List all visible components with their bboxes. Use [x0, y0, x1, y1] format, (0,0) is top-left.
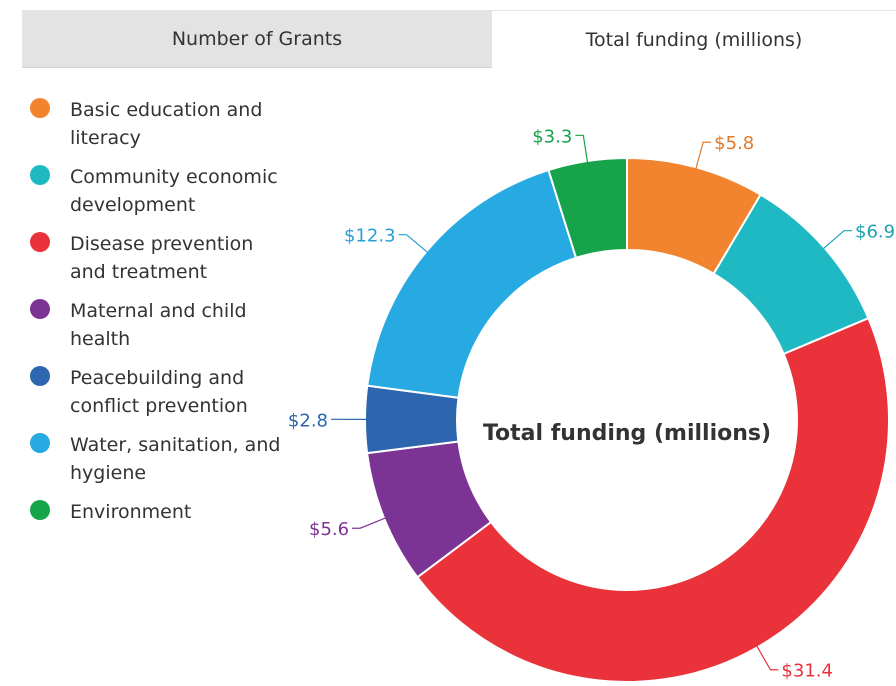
legend-swatch: [30, 299, 50, 319]
legend-item-environment[interactable]: Environment: [30, 498, 320, 526]
legend-item-basic-education[interactable]: Basic education and literacy: [30, 96, 320, 152]
legend-label: Maternal and child health: [70, 300, 247, 350]
slice-environment[interactable]: [547, 156, 628, 260]
legend-item-community-economic[interactable]: Community economic development: [30, 163, 320, 219]
slice-disease-prevention[interactable]: [416, 316, 890, 683]
tab-total-funding[interactable]: Total funding (millions): [492, 10, 896, 68]
legend-swatch: [30, 232, 50, 252]
donut-slices: [364, 156, 890, 683]
legend-label: Environment: [70, 501, 192, 523]
legend-swatch: [30, 366, 50, 386]
legend-label: Community economic development: [70, 166, 278, 216]
legend-label: Disease prevention and treatment: [70, 233, 254, 283]
legend-swatch: [30, 165, 50, 185]
legend-item-peacebuilding[interactable]: Peacebuilding and conflict prevention: [30, 364, 320, 420]
leader-line-community-economic: [822, 230, 853, 250]
chart-tabs: Number of Grants Total funding (millions…: [22, 10, 896, 68]
leader-line-basic-education: [695, 141, 712, 170]
data-label-water-sanitation: $12.3: [344, 226, 396, 247]
data-label-community-economic: $6.9: [855, 222, 895, 243]
data-label-maternal-child: $5.6: [309, 519, 349, 540]
leader-line-maternal-child: [352, 517, 387, 529]
legend-label: Peacebuilding and conflict prevention: [70, 367, 248, 417]
legend-swatch: [30, 500, 50, 520]
data-label-disease-prevention: $31.4: [781, 661, 833, 682]
chart-legend: Basic education and literacy Community e…: [30, 96, 320, 537]
chart-center-title: Total funding (millions): [483, 421, 771, 446]
tab-number-of-grants[interactable]: Number of Grants: [22, 10, 492, 68]
legend-swatch: [30, 433, 50, 453]
slice-water-sanitation[interactable]: [366, 168, 578, 399]
data-label-leaders: [331, 134, 853, 671]
legend-label: Basic education and literacy: [70, 99, 263, 149]
legend-item-water-sanitation[interactable]: Water, sanitation, and hygiene: [30, 431, 320, 487]
data-label-environment: $3.3: [532, 126, 572, 147]
leader-line-disease-prevention: [755, 645, 779, 671]
leader-line-environment: [575, 134, 589, 164]
legend-item-disease-prevention[interactable]: Disease prevention and treatment: [30, 230, 320, 286]
data-label-peacebuilding: $2.8: [288, 410, 328, 431]
data-label-basic-education: $5.8: [714, 133, 754, 154]
legend-swatch: [30, 98, 50, 118]
leader-line-water-sanitation: [398, 234, 429, 254]
legend-label: Water, sanitation, and hygiene: [70, 434, 281, 484]
data-labels: $5.8 $6.9 $31.4 $5.6 $2.8 $12.3 $3.3: [288, 126, 895, 681]
legend-item-maternal-child[interactable]: Maternal and child health: [30, 297, 320, 353]
